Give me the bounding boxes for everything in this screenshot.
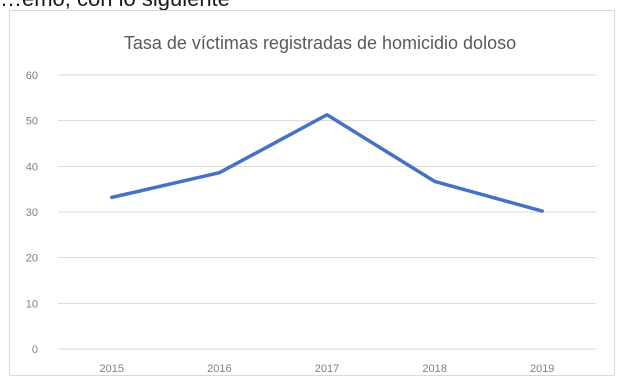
y-tick-label: 60 bbox=[26, 70, 38, 82]
x-tick-label: 2017 bbox=[315, 363, 339, 375]
y-tick-label: 40 bbox=[26, 161, 38, 173]
x-tick-label: 2016 bbox=[207, 363, 231, 375]
chart-container: Tasa de víctimas registradas de homicidi… bbox=[9, 10, 615, 376]
x-tick-label: 2015 bbox=[100, 363, 124, 375]
series-line-0 bbox=[110, 112, 544, 213]
line-chart: Tasa de víctimas registradas de homicidi… bbox=[26, 33, 596, 375]
series-layer bbox=[110, 112, 544, 213]
y-tick-label: 20 bbox=[26, 253, 38, 265]
y-tick-label: 0 bbox=[32, 344, 38, 356]
y-tick-label: 50 bbox=[26, 116, 38, 128]
y-tick-label: 10 bbox=[26, 298, 38, 310]
partial-paragraph-text: …emo, con lo siguiente bbox=[0, 0, 230, 12]
gridlines bbox=[58, 74, 596, 350]
chart-title: Tasa de víctimas registradas de homicidi… bbox=[124, 33, 516, 53]
x-tick-label: 2019 bbox=[530, 363, 554, 375]
y-tick-label: 30 bbox=[26, 207, 38, 219]
x-axis-ticks: 2015 2016 2017 2018 2019 bbox=[100, 363, 555, 375]
x-tick-label: 2018 bbox=[422, 363, 446, 375]
y-axis-ticks: 0 10 20 30 40 50 60 bbox=[26, 70, 38, 356]
